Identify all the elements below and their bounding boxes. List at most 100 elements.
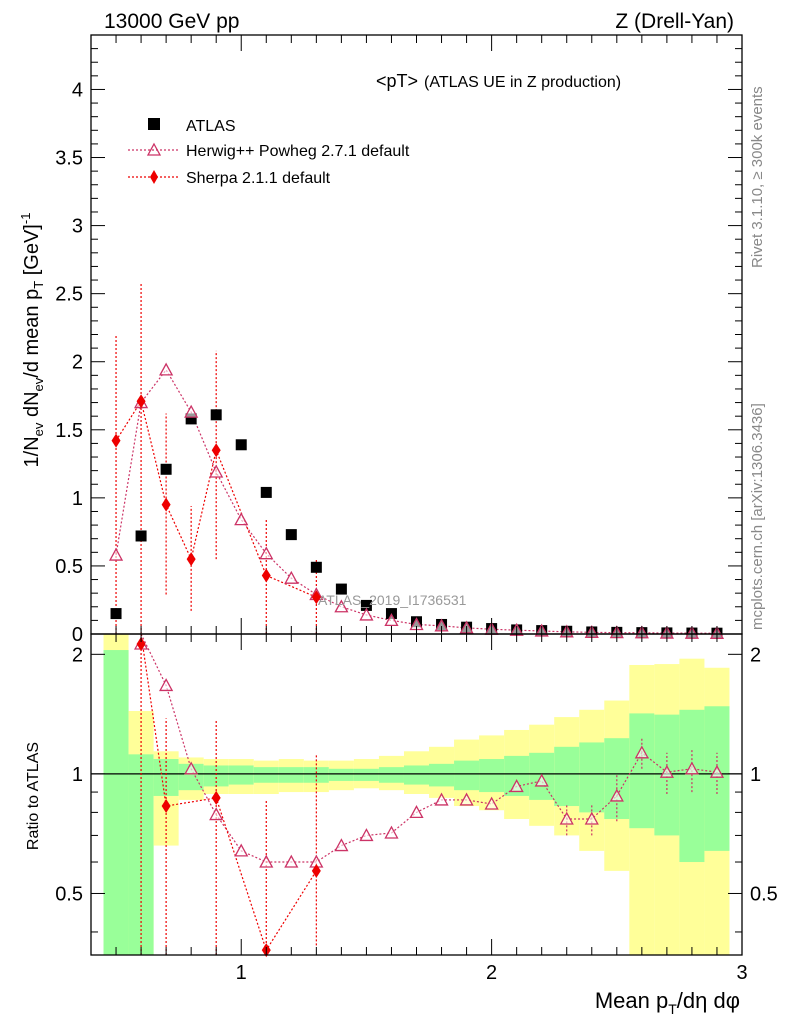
ratio-xtick-label: 3 (736, 962, 747, 984)
legend-sherpa-marker (150, 170, 158, 184)
main-ytick-label: 3.5 (55, 148, 83, 170)
ratio-herwig-point (659, 764, 674, 778)
inner-band-bin (479, 759, 505, 793)
herwig-point (159, 362, 174, 376)
ratio-sherpa-point (136, 637, 146, 651)
atlas-point (185, 413, 197, 425)
ratio-herwig-point (384, 825, 399, 839)
ratio-herwig-point (334, 838, 349, 852)
atlas-point (135, 530, 147, 542)
inner-band-bin (228, 765, 254, 785)
ratio-herwig-point (534, 773, 549, 787)
main-ytick-label: 4 (72, 79, 83, 101)
atlas-point (360, 599, 372, 611)
sherpa-point (161, 497, 171, 512)
top-ylabel-text: 1/Nev dNev/d mean pT [GeV]-1 (18, 213, 46, 468)
ratio-ytick-label-right: 1 (750, 764, 761, 786)
ratio-sherpa-point (161, 799, 171, 814)
inner-band-bin (278, 767, 304, 783)
inner-band-bin (253, 767, 279, 783)
inner-band-bin (554, 746, 580, 807)
plot-title-main: <pT> (376, 71, 418, 91)
sherpa-point (311, 590, 321, 605)
legend-herwig-marker (146, 142, 162, 156)
ratio-herwig-point (684, 761, 700, 775)
inner-band-bin (303, 767, 329, 783)
ratio-herwig-point (209, 807, 224, 821)
ratio-ytick-label-right: 2 (750, 644, 761, 666)
analysis-id: ATLAS_2019_I1736531 (318, 592, 467, 608)
legend-atlas-label: ATLAS (186, 118, 236, 135)
atlas-point (335, 583, 347, 595)
herwig-point (284, 570, 299, 584)
ratio-ytick-label: 1 (72, 764, 83, 786)
herwig-point (108, 547, 124, 561)
inner-band-bin (579, 742, 605, 813)
main-ytick-label: 0.5 (55, 556, 83, 578)
herwig-point (209, 464, 224, 478)
main-ytick-label: 1 (72, 488, 83, 510)
inner-band-bin (103, 650, 129, 955)
ratio-xtick-label: 1 (236, 962, 247, 984)
atlas-point (110, 608, 122, 620)
ratio-ytick-label: 2 (72, 644, 83, 666)
ratio-herwig-point (709, 764, 725, 778)
sherpa-point (211, 443, 221, 458)
legend-sherpa-label: Sherpa 2.1.1 default (186, 170, 331, 187)
inner-band-bin (328, 768, 354, 781)
inner-band-bin (429, 763, 455, 787)
ratio-herwig-point (284, 854, 299, 868)
atlas-point (310, 561, 322, 573)
inner-band-bin (203, 765, 229, 787)
ratio-ytick-label: 0.5 (55, 883, 83, 905)
ratio-herwig-point (184, 761, 199, 775)
inner-band-bin (454, 760, 480, 791)
atlas-point (235, 439, 247, 451)
sherpa-point (261, 568, 271, 583)
inner-band-bin (629, 713, 655, 829)
atlas-point (260, 486, 272, 498)
main-ytick-label: 1.5 (55, 420, 83, 442)
axes: 0 0.5 1 1.5 2 2.5 3 3.5 4 1 2 3 0.5 0.5 1 1 2 2 (55, 34, 778, 984)
legend: ATLAS Herwig++ Powheg 2.7.1 default Sher… (128, 118, 410, 187)
top-ylabel: 1/Nev dNev/d mean pT [GeV]-1 (18, 213, 46, 468)
ratio-bands (91, 634, 742, 955)
sherpa-point (111, 433, 121, 448)
inner-band-bin (353, 768, 379, 781)
xlabel-text: Mean pT/dη dφ (595, 988, 740, 1017)
ratio-herwig-point (584, 811, 599, 825)
ratio-ylabel: Ratio to ATLAS (25, 742, 42, 850)
header-left-label: 13000 GeV pp (104, 10, 239, 33)
atlas-point (210, 409, 222, 421)
herwig-point (359, 607, 374, 621)
ratio-xtick-label: 2 (486, 962, 497, 984)
ratio-herwig-point (559, 811, 574, 825)
mcplots-side-label: mcplots.cern.ch [arXiv:1306.3436] (749, 403, 766, 630)
atlas-point (160, 463, 172, 475)
atlas-point (285, 529, 297, 541)
main-ytick-label: 0 (72, 624, 83, 646)
sherpa-point (186, 552, 196, 567)
inner-band-bin (604, 738, 630, 819)
ratio-herwig-point (459, 792, 474, 806)
ratio-herwig-point (434, 792, 449, 806)
rivet-side-label: Rivet 3.1.10, ≥ 300k events (749, 86, 766, 268)
ratio-ytick-label-right: 0.5 (750, 883, 778, 905)
herwig-point (184, 404, 199, 418)
ratio-herwig-point (634, 745, 649, 759)
main-ytick-label: 2.5 (55, 284, 83, 306)
main-ytick-label: 2 (72, 352, 83, 374)
herwig-point (234, 512, 249, 526)
ratio-sherpa-point (211, 790, 221, 805)
inner-band-bin (704, 706, 730, 851)
header-right-label: Z (Drell-Yan) (615, 10, 734, 33)
main-series (108, 282, 725, 639)
herwig-point (334, 599, 349, 613)
ratio-herwig-point (259, 854, 274, 868)
ratio-herwig-line (140, 633, 718, 863)
main-ytick-label: 3 (72, 216, 83, 238)
ratio-herwig-point (609, 788, 624, 802)
inner-band-bin (403, 765, 430, 785)
